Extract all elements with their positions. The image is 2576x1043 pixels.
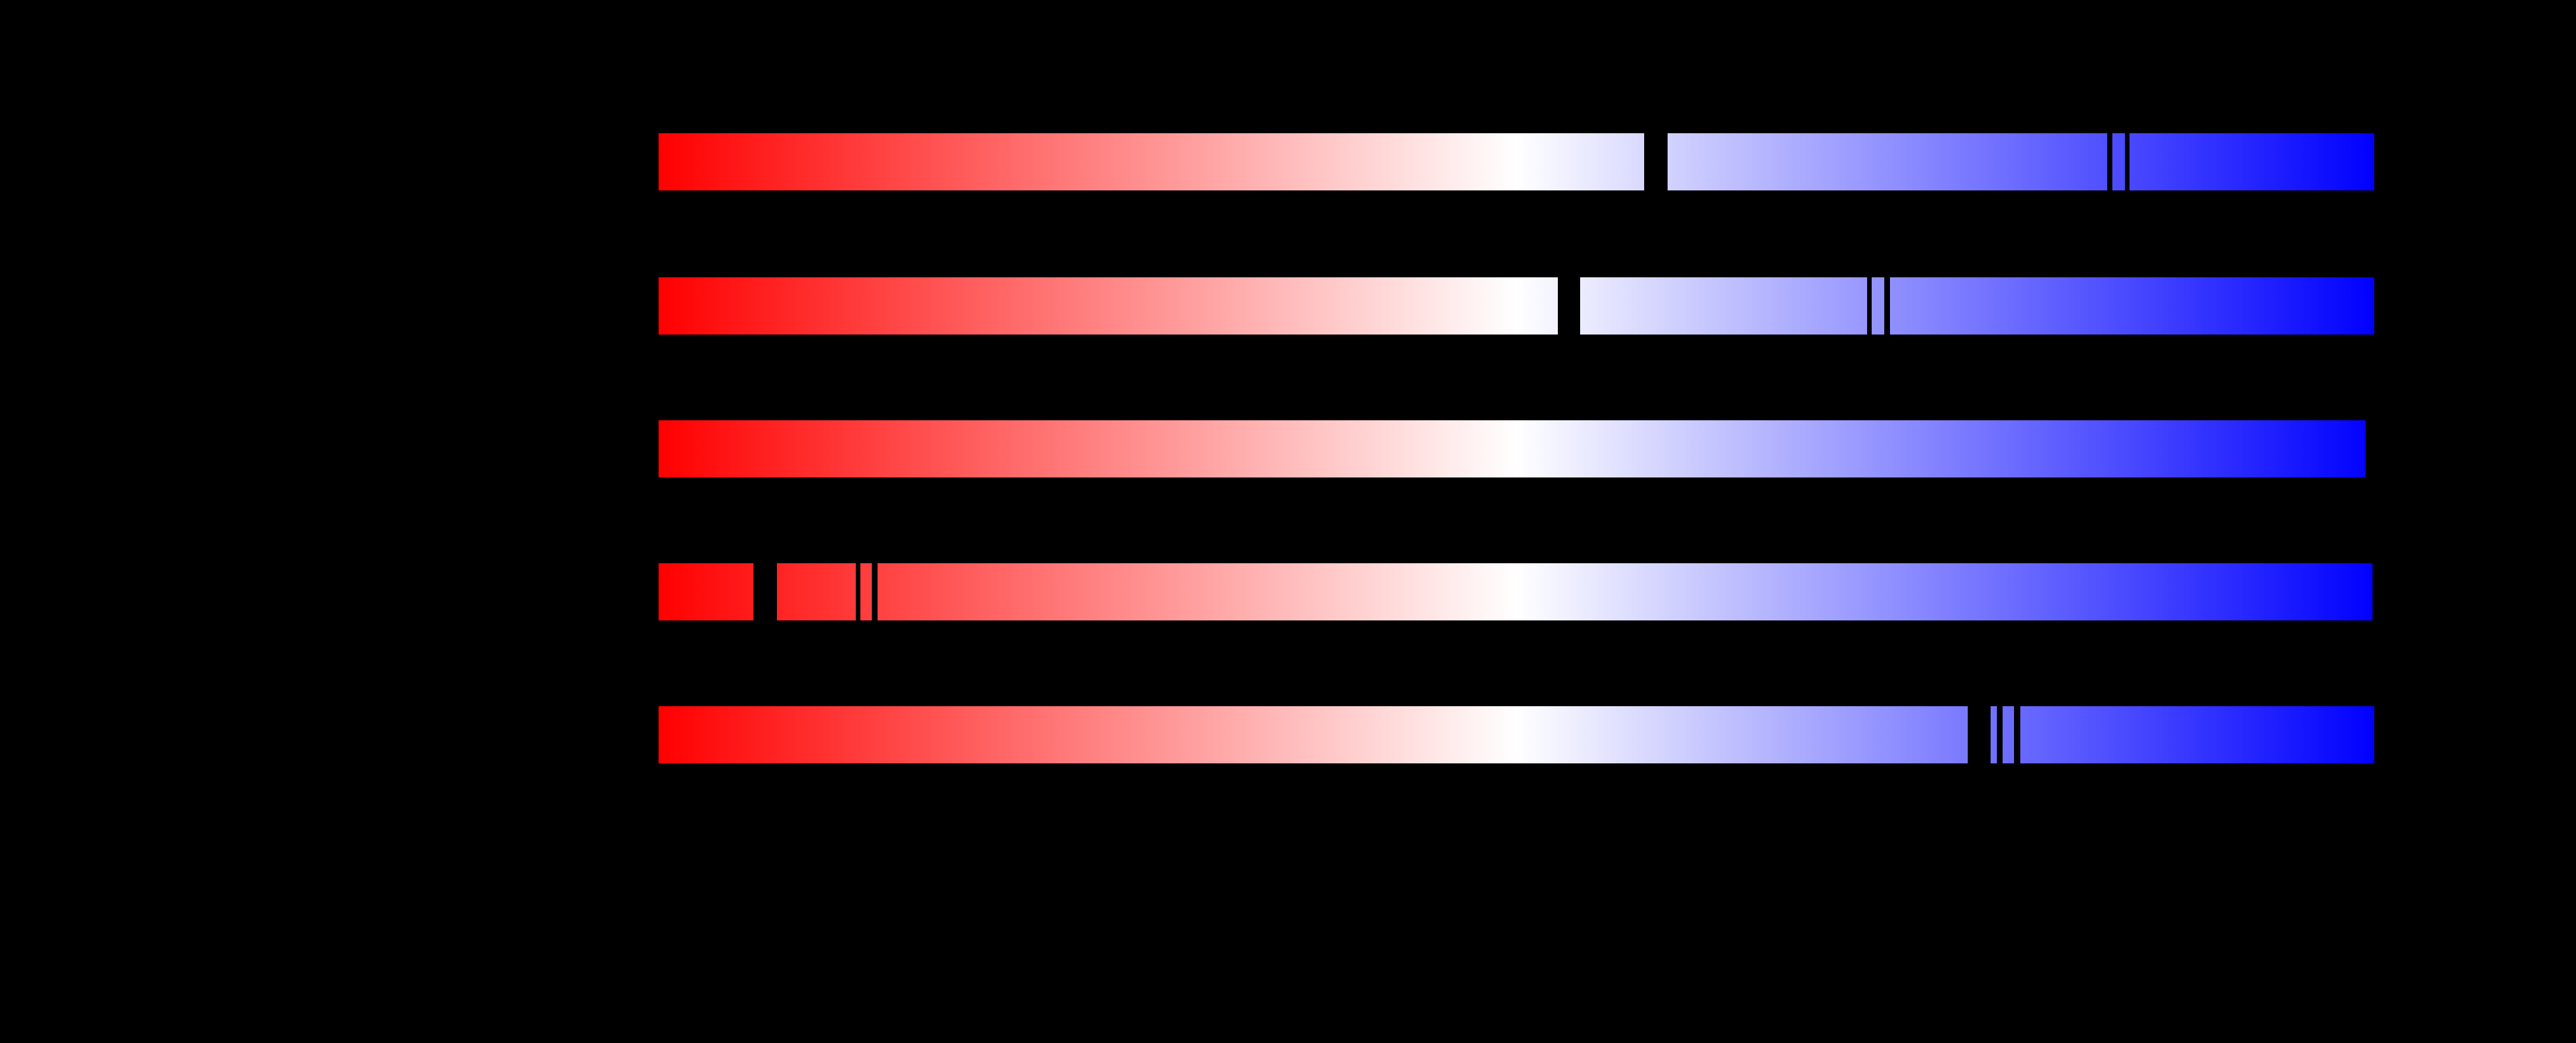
- gradient-bar-segment: [2112, 133, 2125, 190]
- gradient-bar-segment: [878, 563, 2372, 620]
- gradient-bar-segment: [2003, 706, 2014, 763]
- gradient-bar-segment: [1890, 277, 2374, 335]
- gradient-bar-segment: [659, 706, 1968, 763]
- gradient-bar-segment: [659, 133, 1644, 190]
- gradient-bar-segment: [659, 563, 753, 620]
- gradient-bar-segment: [777, 563, 856, 620]
- gradient-bar-segment: [1872, 277, 1884, 335]
- chart-row: [0, 420, 2576, 477]
- gradient-bar-segment: [2130, 133, 2374, 190]
- gradient-bar-segment: [1580, 277, 1867, 335]
- chart-row: [0, 277, 2576, 335]
- chart-row: [0, 133, 2576, 190]
- gradient-bar-segment: [1991, 706, 1997, 763]
- gradient-bar-segment: [1668, 133, 2107, 190]
- gradient-bar-segment: [2020, 706, 2374, 763]
- gradient-bar-segment: [659, 420, 2366, 477]
- gradient-bar-segment: [860, 563, 872, 620]
- gradient-bar-segment: [659, 277, 1558, 335]
- chart-row: [0, 563, 2576, 620]
- chart-row: [0, 706, 2576, 763]
